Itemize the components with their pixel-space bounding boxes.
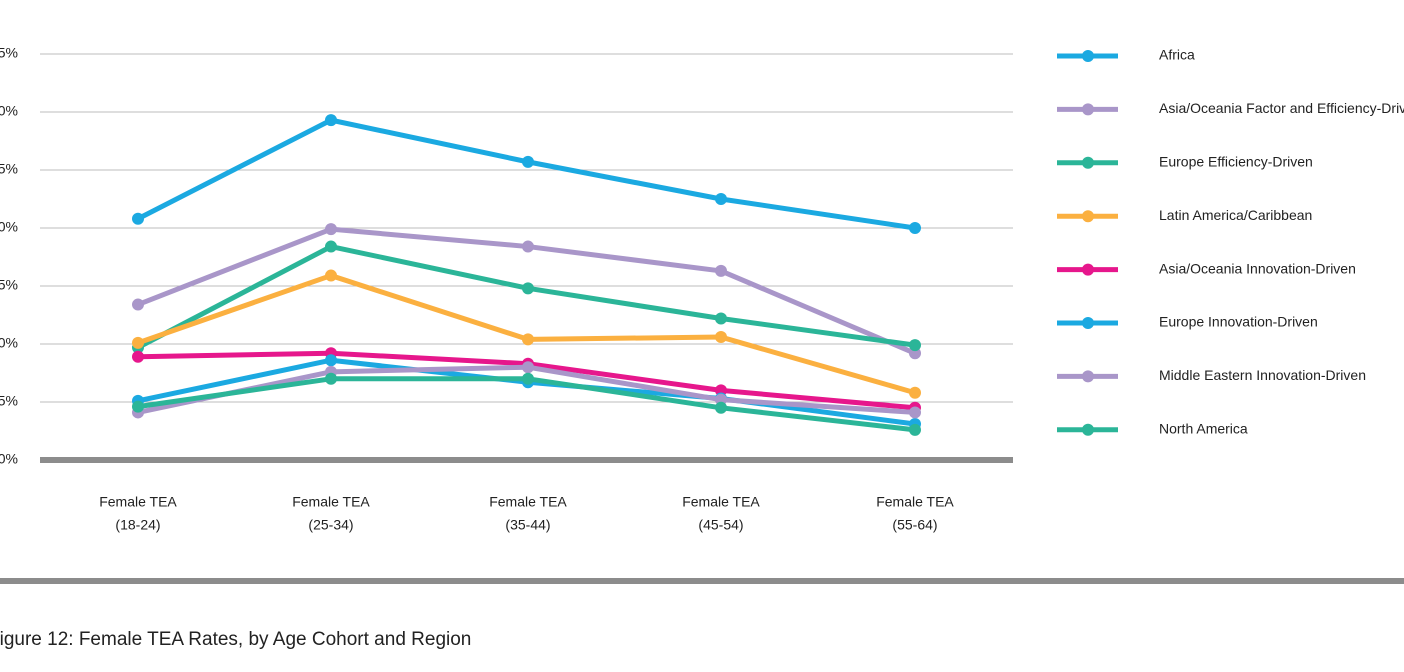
legend-swatch-dot (1082, 370, 1094, 383)
data-point (909, 222, 921, 234)
legend-swatch-dot (1082, 210, 1094, 223)
data-point (909, 423, 921, 436)
data-point (325, 240, 337, 253)
y-tick-label: 35% (0, 45, 18, 61)
y-tick-label: 0% (0, 451, 18, 467)
data-point (715, 331, 727, 344)
legend-label: Middle Eastern Innovation-Driven (1159, 367, 1366, 383)
x-tick-label: Female TEA (99, 494, 177, 510)
legend-label: Asia/Oceania Innovation-Driven (1159, 260, 1356, 276)
data-point (522, 240, 534, 253)
data-point (132, 298, 144, 311)
y-tick-label: 15% (0, 277, 18, 293)
legend-swatch-dot (1082, 103, 1094, 116)
x-tick-label: Female TEA (489, 494, 567, 510)
data-point (909, 406, 921, 419)
legend-label: Asia/Oceania Factor and Efficiency-Drive… (1159, 100, 1404, 116)
y-tick-label: 20% (0, 219, 18, 235)
legend-swatch-dot (1082, 156, 1094, 169)
y-tick-label: 30% (0, 103, 18, 119)
legend-label: Europe Innovation-Driven (1159, 314, 1318, 330)
data-point (132, 350, 144, 363)
x-tick-label: (25-34) (308, 517, 353, 533)
legend-swatch-dot (1082, 423, 1094, 436)
legend-label: Europe Efficiency-Driven (1159, 154, 1313, 170)
legend-label: Latin America/Caribbean (1159, 207, 1312, 223)
data-point (715, 193, 727, 205)
series-line (136, 117, 916, 231)
data-point (132, 336, 144, 349)
data-point (909, 386, 921, 399)
data-point (325, 269, 337, 282)
caption: Figure 12: Female TEA Rates, by Age Coho… (0, 629, 471, 650)
y-tick-label: 10% (0, 335, 18, 351)
x-tick-label: Female TEA (682, 494, 760, 510)
data-point (325, 354, 337, 367)
x-tick-label: (45-54) (698, 517, 743, 533)
data-point (715, 264, 727, 277)
legend-label: Africa (1159, 47, 1195, 63)
data-point (715, 401, 727, 414)
data-point (325, 223, 337, 236)
data-point (715, 312, 727, 325)
y-tick-label: 25% (0, 161, 18, 177)
data-point (132, 400, 144, 413)
data-point (522, 333, 534, 346)
legend-swatch-dot (1082, 50, 1094, 62)
y-tick-label: 5% (0, 393, 18, 409)
x-tick-label: (18-24) (115, 517, 160, 533)
data-point (325, 114, 337, 127)
x-tick-label: (35-44) (505, 517, 550, 533)
legend-swatch-dot (1082, 317, 1094, 329)
legend-swatch-dot (1082, 263, 1094, 276)
data-point (325, 372, 337, 385)
data-point (909, 339, 921, 352)
x-tick-label: Female TEA (876, 494, 954, 510)
x-tick-label: (55-64) (892, 517, 937, 533)
x-tick-label: Female TEA (292, 494, 370, 510)
data-point (522, 372, 534, 385)
data-point (132, 212, 144, 225)
legend-label: North America (1159, 421, 1248, 437)
data-point (522, 361, 534, 374)
data-point (522, 282, 534, 295)
data-point (522, 155, 534, 168)
